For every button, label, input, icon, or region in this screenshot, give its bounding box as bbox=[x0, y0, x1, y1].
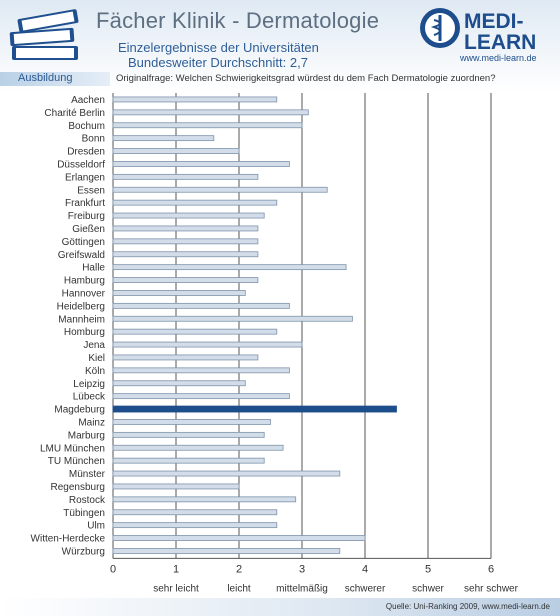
bar bbox=[112, 457, 265, 464]
bar bbox=[112, 315, 353, 322]
category-label: Freiburg bbox=[68, 211, 105, 222]
category-label: Essen bbox=[77, 185, 105, 196]
category-label: Erlangen bbox=[65, 172, 105, 183]
category-label: Gießen bbox=[72, 224, 105, 235]
category-label: Mannheim bbox=[58, 314, 105, 325]
category-label: Kiel bbox=[88, 353, 105, 364]
category-label: Leipzig bbox=[73, 379, 105, 390]
footer-bar bbox=[0, 598, 560, 616]
question-text: Originalfrage: Welchen Schwierigkeitsgra… bbox=[116, 73, 496, 84]
bar bbox=[112, 277, 259, 283]
bar bbox=[112, 444, 284, 451]
bar bbox=[112, 431, 265, 438]
bar bbox=[112, 96, 278, 103]
category-label: Münster bbox=[69, 469, 106, 480]
category-label: Marburg bbox=[68, 430, 105, 441]
bar bbox=[112, 290, 246, 296]
logo-url: www.medi-learn.de bbox=[460, 53, 537, 63]
tick-label: 3 bbox=[299, 563, 305, 575]
bar bbox=[112, 405, 397, 413]
bar bbox=[112, 341, 303, 348]
tick-label: 6 bbox=[488, 563, 494, 575]
bar bbox=[112, 135, 215, 142]
medi-learn-logo: MEDI- LEARN bbox=[420, 8, 536, 54]
logo-text-learn: LEARN bbox=[464, 31, 536, 54]
category-label: Lübeck bbox=[73, 392, 106, 403]
bar bbox=[112, 548, 341, 554]
bar bbox=[112, 251, 259, 258]
bar bbox=[112, 367, 290, 374]
bar bbox=[112, 212, 265, 219]
category-label: LMU München bbox=[40, 443, 105, 454]
category-label: Charité Berlin bbox=[44, 108, 105, 119]
category-label: TU München bbox=[48, 456, 105, 467]
books-icon bbox=[9, 9, 79, 60]
bar bbox=[112, 535, 366, 541]
difficulty-label: schwer bbox=[412, 583, 444, 594]
bar bbox=[112, 496, 297, 503]
category-label: Greifswald bbox=[58, 250, 105, 261]
category-label: Homburg bbox=[64, 327, 105, 338]
category-label: Bochum bbox=[68, 121, 105, 132]
bar bbox=[112, 302, 290, 309]
difficulty-label: leicht bbox=[227, 583, 251, 594]
bar bbox=[112, 148, 240, 154]
section-tab bbox=[0, 72, 110, 86]
category-label: Düsseldorf bbox=[57, 159, 105, 170]
tick-label: 5 bbox=[425, 563, 431, 575]
difficulty-label: sehr schwer bbox=[464, 583, 519, 594]
category-label: Hamburg bbox=[64, 276, 105, 287]
bar bbox=[112, 509, 278, 516]
bar bbox=[112, 380, 246, 387]
bar bbox=[112, 328, 278, 335]
bar bbox=[112, 238, 259, 245]
bar bbox=[112, 419, 271, 425]
category-label: Würzburg bbox=[62, 546, 105, 557]
category-label: Ulm bbox=[87, 521, 105, 532]
bar bbox=[112, 186, 328, 193]
category-label: Köln bbox=[85, 366, 105, 377]
bar bbox=[112, 109, 309, 116]
bar bbox=[112, 161, 290, 167]
category-label: Witten-Herdecke bbox=[31, 534, 106, 545]
tick-label: 1 bbox=[173, 563, 179, 575]
bar bbox=[112, 393, 290, 400]
difficulty-label: schwerer bbox=[345, 583, 386, 594]
tick-label: 4 bbox=[362, 563, 368, 575]
bar bbox=[112, 470, 341, 477]
difficulty-label: sehr leicht bbox=[153, 583, 199, 594]
category-label: Tübingen bbox=[63, 508, 105, 519]
bar bbox=[112, 483, 240, 490]
category-label: Frankfurt bbox=[65, 198, 105, 209]
category-label: Jena bbox=[83, 340, 105, 351]
bar bbox=[112, 354, 259, 361]
category-label: Hannover bbox=[62, 288, 106, 299]
bar bbox=[112, 522, 278, 529]
category-label: Aachen bbox=[71, 95, 105, 106]
difficulty-label: mittelmäßig bbox=[276, 583, 328, 594]
category-label: Heidelberg bbox=[57, 301, 105, 312]
category-label: Regensburg bbox=[51, 482, 105, 493]
category-label: Bonn bbox=[82, 134, 105, 145]
category-label: Magdeburg bbox=[54, 405, 105, 416]
bar bbox=[112, 264, 347, 271]
category-label: Rostock bbox=[69, 495, 106, 506]
tick-label: 0 bbox=[110, 563, 116, 575]
page-title: Fächer Klinik - Dermatologie bbox=[96, 8, 380, 33]
source-text: Quelle: Uni-Ranking 2009, www.medi-learn… bbox=[385, 602, 550, 611]
logo-text-medi: MEDI- bbox=[464, 10, 524, 33]
bar bbox=[112, 225, 259, 232]
section-label: Ausbildung bbox=[18, 72, 73, 84]
tick-label: 2 bbox=[236, 563, 242, 575]
bar bbox=[112, 199, 278, 206]
bar bbox=[112, 122, 303, 129]
subtitle-universities: Einzelergebnisse der Universitäten bbox=[118, 40, 319, 55]
bar bbox=[112, 173, 259, 180]
category-label: Mainz bbox=[78, 417, 105, 428]
subtitle-average: Bundesweiter Durchschnitt: 2,7 bbox=[128, 55, 308, 70]
category-label: Göttingen bbox=[62, 237, 105, 248]
category-label: Dresden bbox=[67, 147, 105, 158]
category-label: Halle bbox=[82, 263, 105, 274]
